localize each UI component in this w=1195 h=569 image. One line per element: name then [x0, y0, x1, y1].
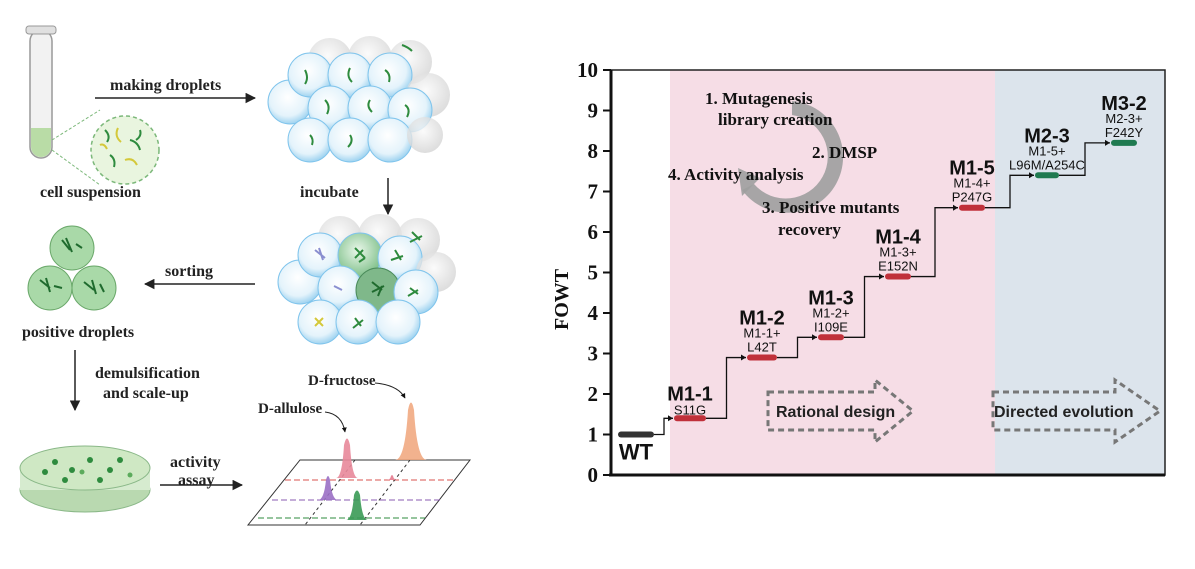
- mutant-name: M1-3: [808, 287, 854, 309]
- y-tick-label: 2: [588, 382, 599, 406]
- directed-evolution-arrow: Directed evolution: [991, 377, 1163, 445]
- parent-label: M1-1+: [743, 326, 780, 341]
- directed-evolution-label: Directed evolution: [994, 404, 1134, 421]
- step-arrowhead: [741, 354, 746, 361]
- y-tick-label: 5: [588, 261, 599, 285]
- mutation-label: L42T: [747, 340, 777, 355]
- y-tick-label: 1: [588, 423, 599, 447]
- fowt-chart: 0 1 2 3 4 5 6 7 8 9 10 FOWT 1. Mutagenesis library…: [551, 58, 1166, 487]
- y-ticks: 0 1 2 3 4 5 6 7 8 9 10: [577, 58, 611, 487]
- mutation-label: S11G: [674, 402, 706, 417]
- cycle-step4: 4. Activity analysis: [668, 165, 804, 184]
- mutant-name: M1-2: [739, 308, 785, 330]
- step-arrowhead: [879, 273, 884, 280]
- mutant-bar-m1-1: [674, 415, 706, 422]
- petri-dish-icon: [19, 445, 151, 513]
- activity-label-line1: activity: [170, 454, 221, 471]
- incubate-label: incubate: [300, 184, 359, 201]
- mutant-bar-m1-3: [818, 334, 844, 341]
- test-tube-icon: [25, 25, 160, 186]
- positive-droplets-label: positive droplets: [22, 324, 134, 341]
- mutant-name: M3-2: [1101, 93, 1147, 115]
- y-axis-label: FOWT: [551, 268, 573, 330]
- y-tick-label: 0: [588, 463, 599, 487]
- mutant-name: M1-1: [667, 383, 713, 405]
- fructose-pointer: [374, 382, 406, 399]
- parent-label: M1-4+: [953, 176, 990, 191]
- directed-evolution-region: [995, 70, 1165, 475]
- y-tick-label: 3: [588, 342, 599, 366]
- y-tick-label: 10: [577, 58, 598, 82]
- cycle-step2: 2. DMSP: [812, 143, 877, 162]
- parent-label: M1-2+: [812, 305, 849, 320]
- step-arrowhead: [953, 204, 958, 211]
- mutant-bar-m2-3: [1035, 172, 1059, 179]
- rational-design-label: Rational design: [776, 404, 895, 421]
- droplet-cluster-top: [267, 36, 450, 163]
- step-arrowhead: [1105, 139, 1110, 146]
- mutation-label: I109E: [814, 319, 848, 334]
- mutation-label: E152N: [878, 259, 918, 274]
- demulsification-label-line2: and scale-up: [103, 385, 189, 402]
- mutant-bar-wt: [618, 431, 654, 438]
- parent-label: M1-3+: [879, 245, 916, 260]
- allulose-label: D-allulose: [258, 401, 323, 417]
- y-tick-label: 4: [588, 301, 599, 325]
- mutation-label: P247G: [952, 190, 992, 205]
- sorting-label: sorting: [165, 263, 213, 280]
- mutant-name: M2-3: [1024, 125, 1070, 147]
- y-tick-label: 7: [588, 180, 599, 204]
- parent-label: M2-3+: [1105, 111, 1142, 126]
- step-arrowhead: [812, 334, 817, 341]
- making-droplets-label: making droplets: [110, 77, 221, 94]
- activity-label-line2: assay: [178, 472, 214, 489]
- mutant-name: M1-4: [875, 227, 921, 249]
- positive-droplets-icon: [27, 225, 117, 311]
- evolution-cycle: 1. Mutagenesis library creation 2. DMSP …: [668, 89, 900, 239]
- chromatogram: [246, 402, 472, 526]
- rational-design-arrow: Rational design: [766, 376, 916, 446]
- allulose-pointer: [324, 411, 347, 433]
- mutant-bar-m1-2: [747, 354, 777, 361]
- droplet-cluster-incubated: [277, 214, 456, 345]
- cell-suspension-label: cell suspension: [40, 184, 141, 201]
- demulsification-label-line1: demulsification: [95, 365, 200, 382]
- mutant-name: M1-5: [949, 158, 995, 180]
- mutant-bar-m1-5: [959, 204, 985, 211]
- step-arrowhead: [1029, 172, 1034, 179]
- mutation-label: F242Y: [1105, 125, 1144, 140]
- mutation-label: L96M/A254C: [1009, 157, 1085, 172]
- fructose-label: D-fructose: [308, 373, 376, 389]
- cycle-step1-line2: library creation: [718, 110, 833, 129]
- workflow-panel: cell suspension making droplets: [19, 25, 472, 526]
- mutant-bar-m3-2: [1111, 139, 1137, 146]
- y-tick-label: 8: [588, 139, 599, 163]
- mutant-name-wt: WT: [619, 440, 654, 465]
- step-arrowhead: [668, 415, 673, 422]
- mutant-bar-m1-4: [885, 273, 911, 280]
- cycle-step3-line1: 3. Positive mutants: [762, 198, 900, 217]
- y-tick-label: 6: [588, 220, 599, 244]
- cycle-step1-line1: 1. Mutagenesis: [705, 89, 813, 108]
- cycle-arrow-icon: [742, 101, 844, 213]
- parent-label: M1-5+: [1028, 143, 1065, 158]
- y-tick-label: 9: [588, 99, 599, 123]
- cycle-step3-line2: recovery: [778, 220, 841, 239]
